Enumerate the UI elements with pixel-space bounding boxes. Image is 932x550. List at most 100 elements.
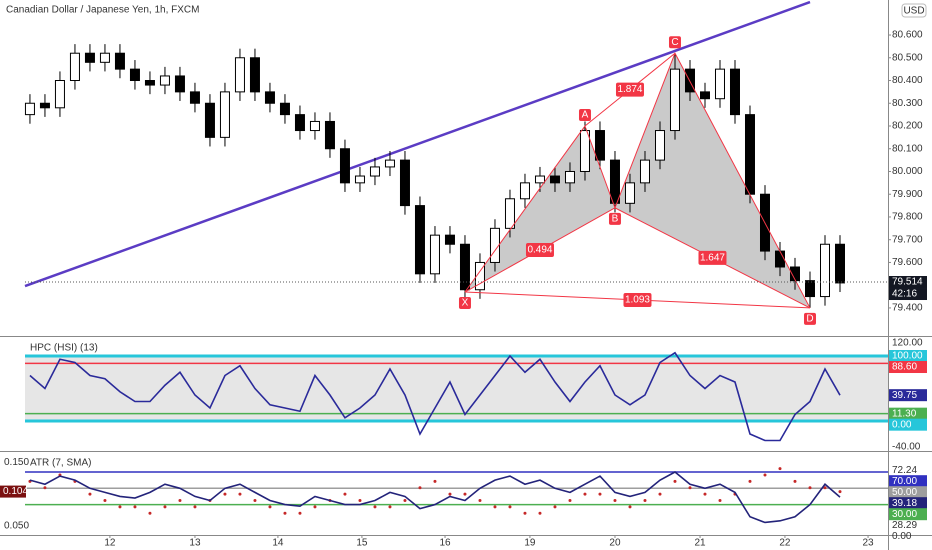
- candle-body: [204, 102, 215, 138]
- candle-body: [264, 91, 275, 104]
- y-tick-label: 80.300: [892, 98, 923, 109]
- dot: [148, 511, 152, 515]
- countdown: 42:16: [892, 289, 917, 300]
- dot: [778, 467, 782, 471]
- price-label-box: [889, 407, 927, 420]
- candle-body: [609, 159, 620, 204]
- y-tick-label: 79.700: [892, 234, 923, 245]
- candle-body: [774, 250, 785, 268]
- dot: [343, 492, 347, 496]
- price-label-box: [0, 485, 26, 498]
- candle-body: [714, 68, 725, 100]
- candle-body: [99, 52, 110, 63]
- level-band: [25, 356, 888, 422]
- dot: [433, 479, 437, 483]
- pattern-point-label: A: [582, 110, 589, 121]
- pattern-point-label: D: [806, 314, 813, 325]
- candle-body: [84, 52, 95, 63]
- candle-body: [534, 175, 545, 184]
- dot: [613, 499, 617, 503]
- candle-body: [729, 68, 740, 116]
- price-label-box: [889, 276, 927, 289]
- countdown-box: [889, 288, 927, 301]
- price-label-box: [889, 389, 927, 402]
- candle-body: [339, 148, 350, 184]
- candle-body: [309, 120, 320, 132]
- dot: [418, 486, 422, 490]
- y-tick-label: 79.400: [892, 303, 923, 314]
- pattern-point-box: [458, 297, 471, 310]
- candle-body: [129, 68, 140, 82]
- candle-body: [744, 114, 755, 195]
- dot: [823, 486, 827, 490]
- chart-title: Canadian Dollar / Japanese Yen, 1h, FXCM: [6, 5, 199, 16]
- currency-badge[interactable]: [901, 3, 927, 18]
- y-tick-label: 80.000: [892, 166, 923, 177]
- dot: [43, 486, 47, 490]
- price-label: 11.30: [892, 408, 917, 419]
- dot: [298, 511, 302, 515]
- dot: [403, 499, 407, 503]
- x-tick-label: 14: [272, 538, 284, 549]
- candle-body: [354, 175, 365, 184]
- dot: [598, 492, 602, 496]
- y-tick-label: 79.600: [892, 257, 923, 268]
- ratio-label-box: [615, 82, 644, 97]
- candle-body: [414, 205, 425, 275]
- y-tick-label: 28.29: [892, 520, 917, 531]
- y-tick-label: 80.400: [892, 75, 923, 86]
- candle-body: [399, 159, 410, 207]
- dot: [313, 505, 317, 509]
- candle-body: [324, 120, 335, 150]
- price-label-box: [889, 486, 927, 499]
- price-label: 50.00: [892, 487, 917, 498]
- ratio-label-box: [623, 292, 652, 307]
- candle-body: [594, 130, 605, 161]
- price-label-box: [889, 508, 927, 521]
- pane-title: ATR (7, SMA): [30, 458, 91, 469]
- y-tick-label: 79.800: [892, 212, 923, 223]
- y-tick-label: 0.150: [4, 457, 29, 468]
- dot: [388, 505, 392, 509]
- trendline: [24, 0, 811, 288]
- x-tick-label: 21: [694, 538, 706, 549]
- pattern-point-box: [578, 108, 591, 121]
- price-label: 88.60: [892, 362, 917, 373]
- y-tick-label: 0.00: [892, 531, 912, 542]
- ratio-label: 1.874: [617, 84, 642, 95]
- ratio-label: 1.647: [700, 253, 725, 264]
- price-label-box: [889, 361, 927, 374]
- dot: [643, 499, 647, 503]
- candle-body: [159, 75, 170, 86]
- dot: [553, 505, 557, 509]
- candle-body: [804, 280, 815, 298]
- x-tick-label: 23: [862, 538, 874, 549]
- x-tick-label: 13: [189, 538, 201, 549]
- y-tick-label: 72.24: [892, 465, 917, 476]
- dot: [118, 505, 122, 509]
- candle-body: [819, 243, 830, 298]
- dot: [358, 499, 362, 503]
- candle-body: [834, 243, 845, 284]
- candle-body: [54, 80, 65, 109]
- candle-body: [639, 159, 650, 184]
- x-tick-label: 22: [779, 538, 791, 549]
- y-tick-label: 80.200: [892, 121, 923, 132]
- dot: [628, 505, 632, 509]
- x-tick-label: 16: [439, 538, 451, 549]
- price-label-box: [889, 475, 927, 488]
- candle-body: [699, 91, 710, 100]
- dot: [508, 505, 512, 509]
- candle-body: [444, 234, 455, 245]
- x-tick-label: 12: [104, 538, 116, 549]
- ratio-label-box: [698, 250, 727, 265]
- candle-body: [384, 159, 395, 168]
- dot: [163, 505, 167, 509]
- candle-body: [114, 52, 125, 70]
- candle-body: [474, 261, 485, 291]
- dot: [583, 492, 587, 496]
- dot: [688, 486, 692, 490]
- candle-body: [504, 198, 515, 229]
